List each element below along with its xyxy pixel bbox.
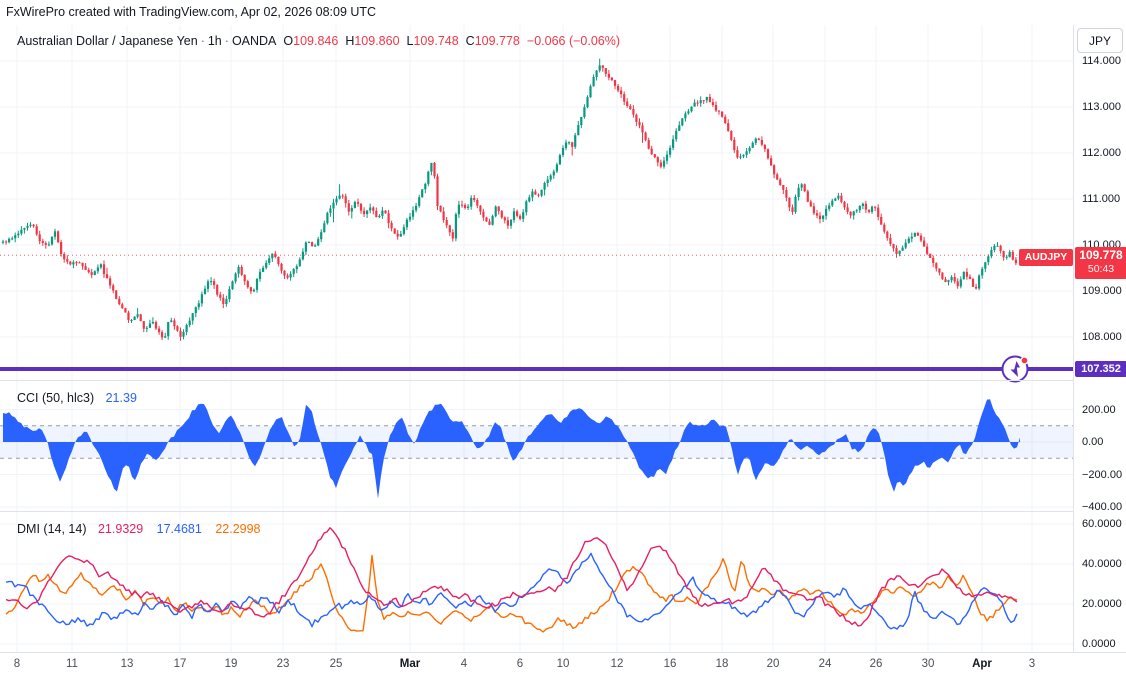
- chart-canvas[interactable]: [0, 25, 1126, 678]
- alert-price-badge: 107.352: [1075, 361, 1126, 377]
- time-tick: 10: [556, 658, 570, 670]
- time-tick: 11: [66, 658, 78, 670]
- cci-tick: 200.00: [1082, 403, 1116, 416]
- time-tick: 26: [869, 658, 883, 670]
- cci-params: (50, hlc3): [42, 391, 95, 405]
- pane-separator[interactable]: [0, 380, 1126, 381]
- time-tick: 16: [663, 658, 677, 670]
- time-tick: 13: [120, 658, 134, 670]
- bar-countdown: 50:43: [1087, 263, 1115, 275]
- exchange-label[interactable]: OANDA: [231, 34, 277, 48]
- dmi-tick: 40.0000: [1082, 558, 1122, 570]
- time-tick: 19: [224, 658, 238, 670]
- open-label: O: [283, 34, 294, 48]
- time-tick: 6: [516, 658, 524, 670]
- dmi-tick: 0.0000: [1082, 638, 1116, 650]
- legend-separator: ·: [224, 34, 229, 48]
- legend-separator: ·: [200, 34, 205, 48]
- currency-button[interactable]: JPY: [1077, 28, 1123, 53]
- dmi-params: (14, 14): [43, 522, 87, 536]
- price-tick: 113.000: [1082, 101, 1121, 113]
- low-label: L: [406, 34, 414, 48]
- dmi-adx-value: 21.9329: [97, 522, 144, 536]
- time-tick: 23: [276, 658, 290, 670]
- main-legend: Australian Dollar / Japanese Yen · 1h · OAND…: [17, 34, 620, 48]
- price-tick: 111.000: [1082, 193, 1121, 205]
- time-tick: 3: [1028, 658, 1036, 670]
- symbol-price-flag: AUDJPY: [1019, 249, 1073, 266]
- high-value: 109.860: [354, 34, 400, 48]
- close-value: 109.778: [474, 34, 520, 48]
- dmi-tick: 60.0000: [1082, 518, 1122, 530]
- price-axis[interactable]: JPY 114.000 113.000 112.000 111.000 110.000 1…: [1073, 25, 1126, 652]
- cci-tick: 0.00: [1082, 436, 1104, 448]
- time-tick: 30: [921, 658, 935, 670]
- time-axis[interactable]: 8 11 13 17 19 23 25 Mar 4 6 10 12 16 18 20 24 26 30 Apr 3: [0, 652, 1126, 679]
- price-tick: 108.000: [1082, 331, 1122, 343]
- time-tick: 25: [329, 658, 343, 670]
- low-value: 109.748: [413, 34, 459, 48]
- cci-tick: −200.00: [1082, 468, 1123, 481]
- time-tick: 12: [610, 658, 624, 670]
- cci-value: 21.39: [105, 391, 137, 405]
- price-tick: 114.000: [1082, 55, 1121, 67]
- attribution-bar: FxWirePro created with TradingView.com, …: [0, 0, 1126, 25]
- cci-tick: −400.00: [1082, 501, 1123, 513]
- close-label: C: [465, 34, 475, 48]
- time-tick: 24: [818, 658, 832, 670]
- last-price-badge: 109.778 50:43: [1075, 247, 1126, 279]
- high-label: H: [345, 34, 355, 48]
- time-tick: 20: [766, 658, 780, 670]
- dmi-minus-di-value: 22.2998: [215, 522, 261, 536]
- symbol-name[interactable]: Australian Dollar / Japanese Yen: [17, 34, 198, 48]
- cci-title: CCI: [17, 391, 39, 405]
- pane-separator[interactable]: [0, 511, 1126, 512]
- price-tick: 109.000: [1082, 285, 1122, 297]
- time-tick: 8: [13, 658, 21, 670]
- last-price-value: 109.778: [1079, 248, 1123, 262]
- cci-legend[interactable]: CCI (50, hlc3) 21.39: [17, 391, 137, 405]
- attribution-text: FxWirePro created with TradingView.com, …: [6, 5, 377, 19]
- price-tick: 112.000: [1082, 147, 1121, 159]
- dmi-title: DMI: [17, 522, 40, 536]
- time-tick-month: Mar: [399, 658, 421, 670]
- time-tick-month: Apr: [972, 658, 992, 670]
- dmi-legend[interactable]: DMI (14, 14) 21.9329 17.4681 22.2998: [17, 522, 261, 536]
- time-tick: 18: [715, 658, 729, 670]
- time-tick: 17: [173, 658, 187, 670]
- change-value: −0.066 (−0.06%): [526, 34, 621, 48]
- chart-root: Australian Dollar / Japanese Yen · 1h · OAND…: [0, 25, 1126, 679]
- dmi-tick: 20.0000: [1082, 598, 1122, 610]
- dmi-plus-di-value: 17.4681: [156, 522, 202, 536]
- time-tick: 4: [460, 658, 468, 670]
- open-value: 109.846: [293, 34, 339, 48]
- interval-label[interactable]: 1h: [207, 34, 222, 48]
